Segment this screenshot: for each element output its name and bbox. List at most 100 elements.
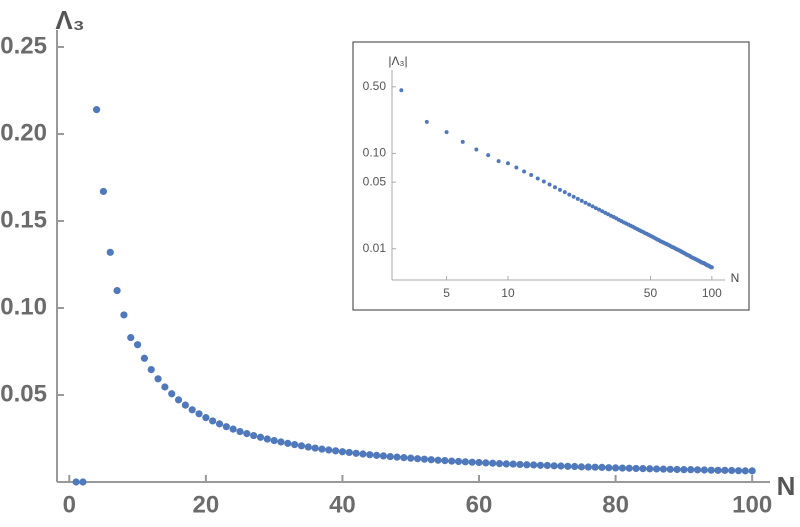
- data-point: [600, 209, 605, 214]
- x-tick-label: 0: [63, 491, 76, 518]
- data-point: [516, 460, 524, 469]
- data-point: [734, 467, 743, 475]
- data-point: [509, 460, 517, 468]
- y-tick-label: 0.10: [0, 293, 47, 320]
- data-point: [127, 333, 135, 342]
- data-point: [680, 466, 688, 474]
- data-point: [700, 466, 708, 474]
- data-point: [543, 461, 551, 470]
- data-point: [263, 435, 271, 443]
- data-point: [687, 466, 695, 474]
- data-point: [567, 192, 572, 197]
- data-point: [243, 430, 251, 438]
- y-axis-label: Λ₃: [55, 5, 84, 35]
- x-axis-label: N: [777, 471, 796, 501]
- data-point: [460, 139, 465, 144]
- data-point: [590, 204, 595, 209]
- data-point: [535, 176, 540, 181]
- data-point: [550, 462, 558, 470]
- data-point: [291, 440, 299, 449]
- data-point: [587, 202, 592, 207]
- data-point: [557, 462, 565, 470]
- data-point: [707, 466, 715, 474]
- x-tick-label: 5: [443, 286, 450, 300]
- x-tick-label: 50: [644, 286, 658, 300]
- data-point: [399, 88, 404, 93]
- data-point: [133, 341, 142, 349]
- data-point: [229, 425, 237, 433]
- data-point: [489, 459, 497, 467]
- data-point: [652, 465, 661, 473]
- data-point: [475, 458, 483, 467]
- data-point: [468, 458, 476, 466]
- data-point: [571, 194, 576, 199]
- y-axis-label: |Λ₃|: [388, 54, 407, 68]
- data-point: [496, 159, 501, 164]
- data-point: [558, 187, 563, 192]
- data-point: [748, 467, 756, 475]
- data-point: [181, 401, 189, 409]
- data-point: [168, 390, 176, 398]
- data-point: [611, 464, 620, 472]
- x-tick-label: 40: [329, 491, 356, 518]
- data-point: [474, 147, 479, 152]
- data-point: [188, 406, 196, 414]
- data-point: [120, 311, 128, 319]
- y-tick-label: 0.05: [0, 380, 47, 407]
- data-point: [605, 464, 613, 472]
- data-point: [529, 173, 534, 178]
- data-point: [345, 448, 353, 457]
- data-point: [427, 456, 435, 464]
- data-point: [575, 196, 580, 201]
- data-point: [284, 439, 292, 447]
- data-point: [393, 453, 401, 461]
- x-tick-label: 100: [732, 491, 772, 518]
- data-point: [495, 459, 504, 468]
- data-point: [209, 417, 217, 425]
- data-point: [311, 444, 319, 452]
- data-point: [536, 461, 545, 469]
- data-point: [236, 427, 244, 436]
- data-point: [583, 200, 588, 205]
- data-point: [579, 198, 584, 203]
- data-point: [79, 478, 87, 486]
- data-point: [571, 462, 579, 471]
- x-tick-label: 100: [702, 286, 722, 300]
- data-point: [714, 466, 722, 474]
- data-point: [461, 458, 469, 466]
- data-point: [632, 464, 640, 473]
- data-point: [413, 455, 422, 463]
- inset-frame: [352, 41, 750, 311]
- y-tick-label: 0.50: [363, 79, 387, 93]
- data-point: [673, 465, 681, 474]
- data-point: [577, 463, 586, 471]
- data-point: [222, 423, 230, 431]
- data-point: [400, 454, 408, 462]
- data-point: [195, 410, 203, 418]
- data-point: [366, 451, 374, 459]
- data-point: [372, 451, 381, 459]
- data-point: [424, 119, 429, 124]
- data-point: [741, 467, 749, 475]
- y-tick-label: 0.25: [0, 32, 47, 59]
- data-point: [270, 436, 278, 445]
- x-tick-label: 10: [501, 286, 515, 300]
- data-point: [140, 354, 149, 362]
- data-point: [618, 464, 627, 472]
- data-point: [407, 454, 415, 462]
- data-point: [441, 456, 449, 465]
- data-point: [72, 478, 80, 486]
- data-point: [597, 207, 602, 212]
- x-tick-label: 60: [466, 491, 493, 518]
- data-point: [552, 185, 557, 190]
- x-tick-label: 20: [193, 491, 220, 518]
- data-point: [338, 448, 347, 456]
- data-point: [99, 187, 108, 196]
- data-point: [174, 396, 183, 404]
- data-point: [318, 445, 326, 453]
- data-point: [113, 287, 121, 295]
- data-point: [93, 106, 101, 114]
- data-point: [161, 383, 169, 391]
- data-point: [332, 447, 340, 455]
